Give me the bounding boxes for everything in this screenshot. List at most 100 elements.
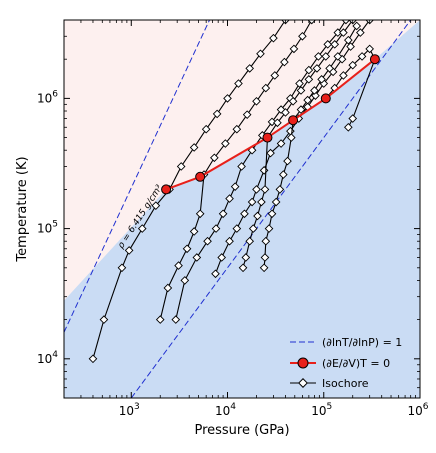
isochore-point xyxy=(304,65,314,75)
isochore-1 xyxy=(88,20,290,364)
isochore-point xyxy=(189,143,199,152)
isochore-point xyxy=(260,253,270,262)
isochore-point xyxy=(174,261,183,270)
y-tick-label: 106 xyxy=(37,89,58,105)
isochore-point xyxy=(212,109,222,119)
isochore-point xyxy=(269,33,278,43)
isochore-point xyxy=(356,28,365,37)
isochore-point xyxy=(286,133,296,142)
isochore-point xyxy=(252,185,261,194)
isochore-point xyxy=(344,35,353,45)
adiabat-line-2 xyxy=(130,20,412,398)
isochore-point xyxy=(339,71,348,80)
isochore-point xyxy=(333,52,343,61)
legend-energy-label: (∂E/∂V)T = 0 xyxy=(322,357,390,370)
energy-curve-point xyxy=(288,115,299,126)
isochore-point xyxy=(346,42,355,51)
legend-isochore-label: Isochore xyxy=(322,377,369,390)
isochore-point xyxy=(348,114,358,123)
isochore-point xyxy=(296,86,306,95)
y-tick-label: 104 xyxy=(37,350,58,366)
isochore-point xyxy=(225,236,234,246)
isochore-point xyxy=(323,40,333,49)
isochore-point xyxy=(180,276,190,285)
isochore-point xyxy=(155,315,165,324)
isochore-point xyxy=(267,117,277,127)
isochore-point xyxy=(304,75,314,84)
region-lower xyxy=(64,20,420,398)
isochore-point xyxy=(117,263,127,273)
x-axis-label: Pressure (GPa) xyxy=(194,423,289,438)
isochore-point xyxy=(270,71,280,80)
isochore-point xyxy=(314,52,323,61)
isochore-point xyxy=(271,197,281,207)
isochore-point xyxy=(245,64,255,73)
x-tick-label: 103 xyxy=(119,402,140,418)
isochore-point xyxy=(266,148,275,158)
isochore-point xyxy=(232,124,242,134)
isochore-point xyxy=(248,224,258,233)
isochore-point xyxy=(325,64,334,73)
isochore-point xyxy=(195,209,205,219)
energy-curve-line xyxy=(165,58,376,191)
energy-curve-point xyxy=(320,93,331,104)
energy-curve-series xyxy=(161,54,380,195)
isochore-point xyxy=(211,269,220,279)
isochore-point xyxy=(296,105,306,114)
isochore-point xyxy=(210,153,219,163)
isochore-point xyxy=(137,224,147,233)
isochore-7 xyxy=(321,44,380,132)
isochore-point xyxy=(273,118,282,128)
legend-item-energy: (∂E/∂V)T = 0 xyxy=(290,357,390,370)
isochore-point xyxy=(298,31,307,41)
isochore-point xyxy=(365,44,374,54)
energy-curve-point xyxy=(161,184,172,195)
isochore-point xyxy=(225,194,234,203)
isochore-point xyxy=(281,108,290,117)
legend: (∂lnT/∂lnP) = 1 (∂E/∂V)T = 0 Isochore xyxy=(290,336,402,390)
isochore-point xyxy=(303,95,312,105)
isochore-point xyxy=(283,156,292,166)
isochore-point xyxy=(357,52,367,61)
isochore-point xyxy=(247,197,257,207)
y-tick-label: 105 xyxy=(37,220,58,236)
isochore-point xyxy=(307,20,317,25)
legend-isochore-marker xyxy=(298,378,308,388)
isochore-point xyxy=(333,28,343,37)
isochore-point xyxy=(201,124,211,134)
isochore-point xyxy=(288,96,298,106)
isochore-point xyxy=(280,57,289,67)
isochore-point xyxy=(259,263,269,273)
isochore-point xyxy=(192,253,202,262)
adiabat-lines xyxy=(64,20,412,398)
energy-curve-point xyxy=(369,54,380,65)
isochore-point xyxy=(312,64,322,73)
isochore-point xyxy=(330,40,340,49)
isochore-point xyxy=(348,60,358,70)
isochore-point xyxy=(238,263,248,273)
isochore-point xyxy=(365,20,374,25)
isochore-point xyxy=(242,110,252,119)
isochore-point xyxy=(245,236,255,246)
isochore-point xyxy=(253,211,262,221)
isochore-point xyxy=(176,162,186,171)
energy-curve-point xyxy=(195,171,206,182)
isochore-point xyxy=(203,236,212,246)
axis-ticks: 103 104 105 106 104 105 106 xyxy=(37,19,429,418)
isochore-point xyxy=(124,246,134,255)
isochore-point xyxy=(317,75,326,84)
isochore-point xyxy=(257,197,266,207)
isochore-point xyxy=(341,20,351,25)
isochore-point xyxy=(232,224,242,233)
isochore-point xyxy=(241,253,251,262)
x-tick-label: 104 xyxy=(215,402,236,418)
isochore-point xyxy=(252,96,261,106)
x-tick-label: 105 xyxy=(311,402,332,418)
isochore-point xyxy=(261,236,271,246)
isochore-point xyxy=(237,162,246,171)
isochore-point xyxy=(276,139,286,148)
isochore-point xyxy=(218,209,228,219)
isochore-point xyxy=(279,170,288,179)
